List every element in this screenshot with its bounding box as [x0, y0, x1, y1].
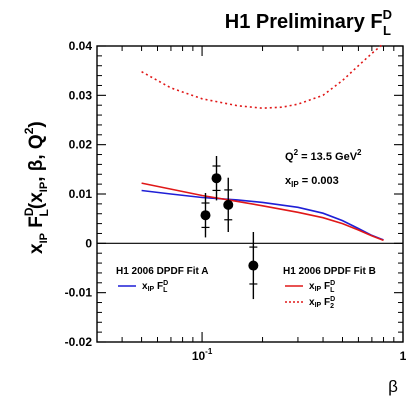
x-tick-label: 10-1	[192, 347, 213, 363]
series-curve	[141, 189, 384, 241]
legend-title: H1 2006 DPDF Fit A	[116, 266, 208, 277]
series-curve	[141, 42, 385, 110]
legend-label: xIP FD 2	[309, 296, 335, 310]
legend: H1 2006 DPDF Fit A xIP FD L	[116, 266, 208, 294]
y-tick-label: 0	[85, 236, 92, 250]
y-tick-label: 0.03	[69, 88, 93, 102]
series-curve	[141, 182, 384, 242]
data-point	[248, 260, 259, 271]
data-point	[211, 173, 222, 184]
y-axis-label: xIP FDL(xIP, β, Q2)	[22, 121, 51, 254]
x-axis-label: β	[388, 377, 398, 396]
legend-label: xIP FD L	[309, 280, 335, 294]
plot-frame	[96, 45, 404, 343]
legend-label: xIP FD L	[142, 280, 168, 294]
legend: H1 2006 DPDF Fit B xIP FD L xIP FD 2	[283, 266, 376, 310]
annotation-xip: xIP = 0.003	[285, 175, 339, 189]
y-tick-label: -0.01	[65, 286, 93, 300]
y-tick-label: 0.04	[69, 39, 93, 53]
legend-title: H1 2006 DPDF Fit B	[283, 266, 376, 277]
x-tick-label: 1	[400, 349, 406, 363]
y-tick-label: -0.02	[65, 335, 93, 349]
data-point	[223, 199, 234, 210]
y-tick-label: 0.01	[69, 187, 93, 201]
y-tick-label: 0.02	[69, 138, 93, 152]
data-point	[200, 210, 211, 221]
annotation-q2: Q2 = 13.5 GeV2	[285, 148, 362, 163]
chart-title: H1 Preliminary FD L	[225, 7, 392, 38]
